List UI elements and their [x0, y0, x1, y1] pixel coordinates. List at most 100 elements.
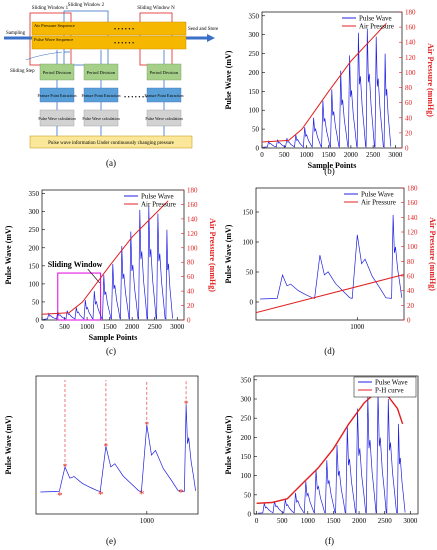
- column-1: Period Division Feature Point Extraction…: [37, 63, 77, 136]
- panel-label-c: (c): [106, 346, 116, 356]
- x-tick-label: 1500: [322, 151, 337, 159]
- y-right-tick-label: 120: [187, 230, 198, 238]
- y-right-tick-label: 100: [187, 244, 198, 252]
- y-right-tick-label: 180: [407, 185, 418, 193]
- y-right-tick-label: 60: [187, 273, 195, 281]
- x-tick-label: 1000: [80, 323, 95, 331]
- x-tick-label: 2500: [378, 517, 393, 525]
- y-right-tick-label: 20: [407, 302, 415, 310]
- y-tick-label: 50: [252, 126, 260, 134]
- sliding-step-label: Sliding Step: [10, 69, 35, 74]
- peak-marker: *: [145, 420, 150, 430]
- y-tick-label: 0: [256, 145, 260, 153]
- y-tick-label: 200: [241, 434, 252, 442]
- y-right-tick-label: 40: [407, 287, 415, 295]
- y-tick-label: 350: [249, 12, 260, 20]
- caption-label: Pulse wave information Under continuousl…: [48, 141, 175, 146]
- x-tick-label: 2000: [125, 323, 140, 331]
- x-tick-label: 500: [59, 323, 70, 331]
- y-axis-label: Pulse Wave (mV): [224, 224, 233, 283]
- pulse-wave-series: [263, 28, 392, 148]
- air-pressure-bar: [31, 21, 187, 36]
- plot-frame: [253, 375, 419, 515]
- air-pressure-series: [42, 200, 169, 315]
- y-tick-label: 0: [250, 299, 254, 307]
- diagram-a: Sliding Window 1 Sliding Window 2 Slidin…: [4, 3, 219, 168]
- peak-marker: *: [184, 399, 189, 409]
- y-tick-label: 50: [244, 491, 252, 499]
- x-tick-label: 1000: [301, 517, 316, 525]
- y-right-tick-label: 180: [187, 187, 198, 195]
- y-tick-label: 150: [243, 209, 254, 217]
- x-tick-label: 0: [255, 517, 259, 525]
- y-right-tick-label: 80: [407, 258, 415, 266]
- y-right-tick-label: 140: [187, 215, 198, 223]
- y-right-tick-label: 120: [407, 229, 418, 237]
- y-axis-label: Pulse Wave (mV): [4, 415, 13, 474]
- y-tick-label: 150: [249, 88, 260, 96]
- pulse-wave-bar: [31, 35, 187, 50]
- panel-label-f: (f): [325, 536, 334, 546]
- plot-frame: [35, 375, 199, 515]
- dots-bottom: • • • • • •: [114, 41, 134, 47]
- panel-label-a: (a): [106, 158, 116, 168]
- panel-label-d: (d): [324, 346, 335, 356]
- pulse-calc-label: Pulse Wave calculation: [38, 116, 75, 121]
- sliding-window-label: Sliding Window: [48, 260, 103, 269]
- y-tick-label: 50: [32, 298, 40, 306]
- plot-frame: [41, 189, 185, 321]
- y-right-tick-label: 60: [407, 273, 415, 281]
- y-tick-label: 150: [241, 453, 252, 461]
- y-right-tick-label: 140: [405, 39, 416, 47]
- sliding-window-pointer: [87, 268, 101, 284]
- y-tick-label: 150: [29, 262, 40, 270]
- feature-extraction-label: Feature Point Extraction: [81, 93, 120, 98]
- y-right-tick-label: 80: [187, 259, 195, 267]
- x-tick-label: 3000: [388, 151, 403, 159]
- legend-label: P-H curve: [375, 387, 404, 395]
- caption-bar: [29, 135, 193, 149]
- x-tick-label: 2000: [352, 517, 367, 525]
- y-right-axis-label: Air Pressure (mmHg): [208, 218, 217, 292]
- legend-label: Pulse Wave: [141, 193, 174, 201]
- y-tick-label: 250: [241, 415, 252, 423]
- x-tick-label: 3000: [403, 517, 418, 525]
- column-n: Period Division Feature Point Extraction…: [144, 63, 184, 136]
- y-tick-label: 250: [29, 226, 40, 234]
- y-right-tick-label: 0: [405, 145, 409, 153]
- y-tick-label: 250: [249, 50, 260, 58]
- feature-extraction-label: Feature Point Extraction: [144, 93, 183, 98]
- x-tick-label: 1000: [350, 323, 365, 331]
- y-right-tick-label: 40: [187, 288, 195, 296]
- trough-marker: *: [139, 488, 145, 500]
- pulse-calc-label: Pulse Wave calculation: [82, 116, 119, 121]
- legend-label: Pulse Wave: [361, 191, 394, 199]
- y-tick-label: 100: [243, 239, 254, 247]
- y-tick-label: 300: [241, 396, 252, 404]
- column-2: Period Division Feature Point Extraction…: [81, 63, 121, 136]
- air-pressure-series: [262, 22, 387, 143]
- y-tick-label: 350: [241, 376, 252, 384]
- pulse-wave-sequence-label: Pulse Wave Sequence: [34, 37, 73, 42]
- sampling-arrowhead: [207, 34, 215, 42]
- legend-label: Pulse Wave: [359, 15, 392, 23]
- air-pressure-sequence-label: Air Pressure Sequence: [34, 23, 75, 28]
- x-tick-label: 500: [277, 517, 288, 525]
- sliding-window-n-label: Sliding Window N: [137, 6, 175, 11]
- trough-marker: *: [98, 489, 104, 501]
- peak-marker: *: [104, 441, 109, 451]
- y-tick-label: 0: [248, 511, 252, 519]
- y-right-tick-label: 60: [405, 99, 413, 107]
- y-tick-label: 350: [29, 190, 40, 198]
- y-axis-label: Pulse Wave (mV): [224, 50, 233, 109]
- panel-label-e: (e): [106, 536, 116, 546]
- sliding-window-2-label: Sliding Window 2: [68, 3, 105, 8]
- y-right-axis-label: Air Pressure (mmHg): [426, 43, 435, 117]
- y-tick-label: 100: [241, 472, 252, 480]
- period-division-label: Period Division: [87, 70, 116, 75]
- y-tick-label: 50: [246, 269, 254, 277]
- y-right-tick-label: 0: [187, 317, 191, 325]
- sliding-window-1-label: Sliding Window 1: [32, 6, 69, 11]
- y-right-tick-label: 160: [187, 201, 198, 209]
- chart-d: 1000 0 50 100 150 0 20 40 60 80 100 120 140 160 180 Pul…: [224, 185, 437, 357]
